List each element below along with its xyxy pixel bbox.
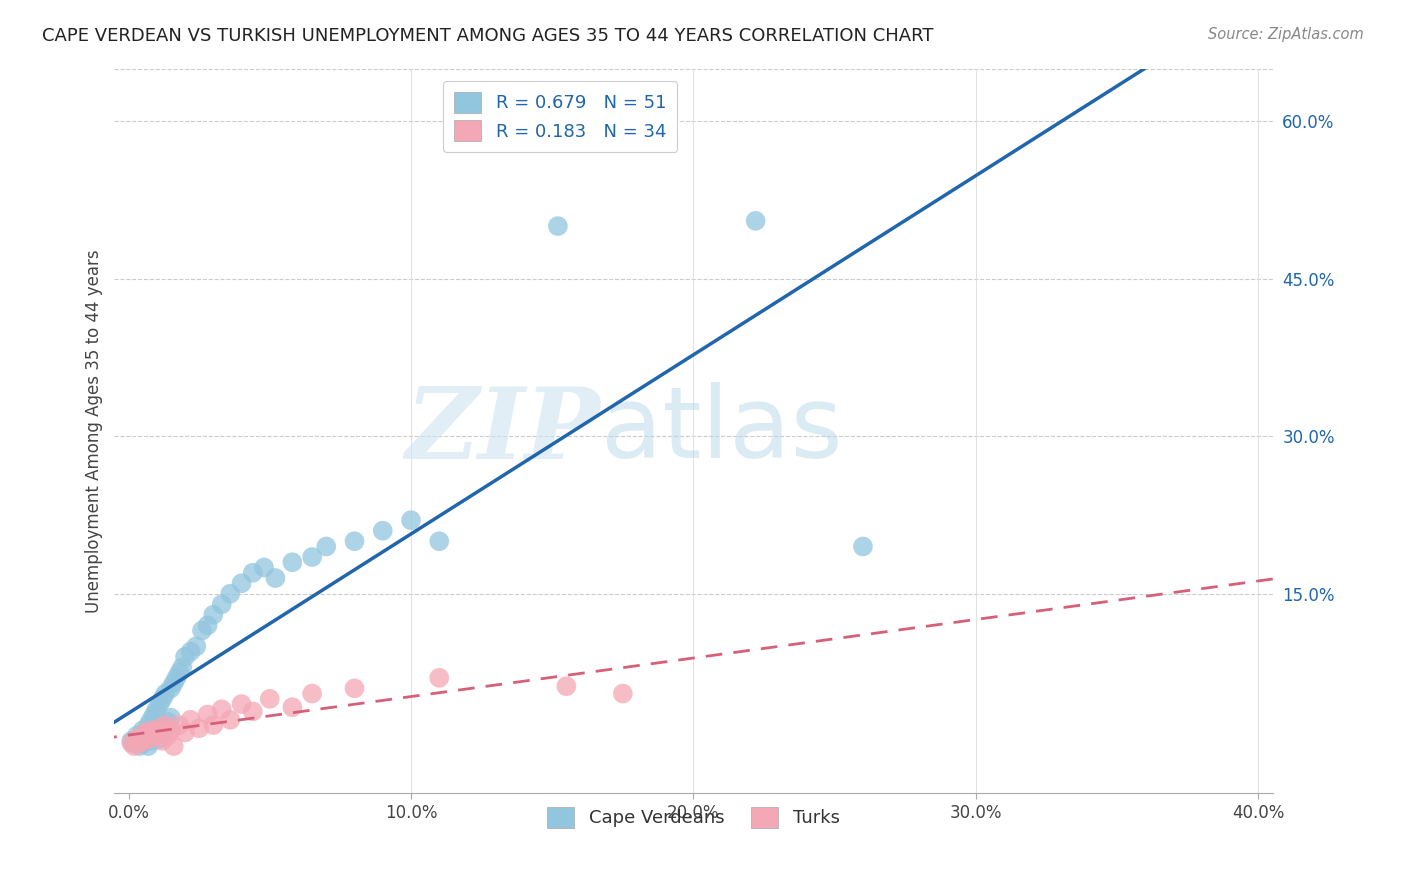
Point <box>399 513 422 527</box>
Point <box>852 540 875 554</box>
Point <box>125 729 148 743</box>
Point <box>160 681 183 696</box>
Point <box>157 729 180 743</box>
Point <box>146 702 169 716</box>
Point <box>160 723 183 738</box>
Point <box>152 725 174 739</box>
Point <box>142 729 165 743</box>
Point <box>120 734 142 748</box>
Point <box>152 691 174 706</box>
Point <box>142 729 165 743</box>
Point <box>219 713 242 727</box>
Point <box>547 219 569 233</box>
Point <box>163 739 186 753</box>
Point <box>139 713 162 727</box>
Point <box>343 534 366 549</box>
Point <box>139 734 162 748</box>
Text: atlas: atlas <box>600 383 842 479</box>
Point <box>180 713 202 727</box>
Point <box>134 725 156 739</box>
Point <box>128 736 150 750</box>
Legend: Cape Verdeans, Turks: Cape Verdeans, Turks <box>540 800 846 835</box>
Point <box>136 718 159 732</box>
Text: CAPE VERDEAN VS TURKISH UNEMPLOYMENT AMONG AGES 35 TO 44 YEARS CORRELATION CHART: CAPE VERDEAN VS TURKISH UNEMPLOYMENT AMO… <box>42 27 934 45</box>
Point <box>146 723 169 738</box>
Point <box>180 644 202 658</box>
Point <box>139 723 162 738</box>
Point <box>169 665 191 680</box>
Point <box>197 618 219 632</box>
Point <box>188 721 211 735</box>
Point <box>427 534 450 549</box>
Point <box>152 734 174 748</box>
Point <box>160 711 183 725</box>
Point <box>219 587 242 601</box>
Point <box>163 676 186 690</box>
Point <box>191 624 214 638</box>
Point <box>242 566 264 580</box>
Point <box>612 687 634 701</box>
Point <box>128 739 150 753</box>
Point <box>131 736 153 750</box>
Point <box>166 671 188 685</box>
Point <box>134 725 156 739</box>
Point <box>174 649 197 664</box>
Point <box>343 681 366 696</box>
Point <box>301 549 323 564</box>
Point <box>555 679 578 693</box>
Point <box>120 736 142 750</box>
Point <box>427 671 450 685</box>
Point <box>231 697 253 711</box>
Point <box>744 214 766 228</box>
Point <box>155 687 177 701</box>
Point <box>174 725 197 739</box>
Point <box>231 576 253 591</box>
Point <box>155 721 177 735</box>
Point <box>281 555 304 569</box>
Point <box>301 687 323 701</box>
Point <box>146 725 169 739</box>
Point <box>131 729 153 743</box>
Point <box>211 597 233 611</box>
Point <box>155 718 177 732</box>
Point <box>253 560 276 574</box>
Point <box>136 739 159 753</box>
Point <box>211 702 233 716</box>
Point <box>131 723 153 738</box>
Point <box>281 700 304 714</box>
Point <box>186 640 208 654</box>
Point <box>242 705 264 719</box>
Point <box>315 540 337 554</box>
Point <box>122 739 145 753</box>
Point <box>259 691 281 706</box>
Point <box>197 707 219 722</box>
Point <box>169 718 191 732</box>
Point <box>142 707 165 722</box>
Point <box>131 734 153 748</box>
Point <box>157 714 180 729</box>
Point <box>202 718 225 732</box>
Point <box>149 731 172 746</box>
Point <box>371 524 394 538</box>
Point <box>136 731 159 746</box>
Point <box>149 721 172 735</box>
Point <box>149 697 172 711</box>
Y-axis label: Unemployment Among Ages 35 to 44 years: Unemployment Among Ages 35 to 44 years <box>86 249 103 613</box>
Text: ZIP: ZIP <box>406 383 600 479</box>
Point <box>134 731 156 746</box>
Point <box>264 571 287 585</box>
Text: Source: ZipAtlas.com: Source: ZipAtlas.com <box>1208 27 1364 42</box>
Point <box>125 731 148 746</box>
Point <box>122 736 145 750</box>
Point <box>202 607 225 622</box>
Point <box>172 660 194 674</box>
